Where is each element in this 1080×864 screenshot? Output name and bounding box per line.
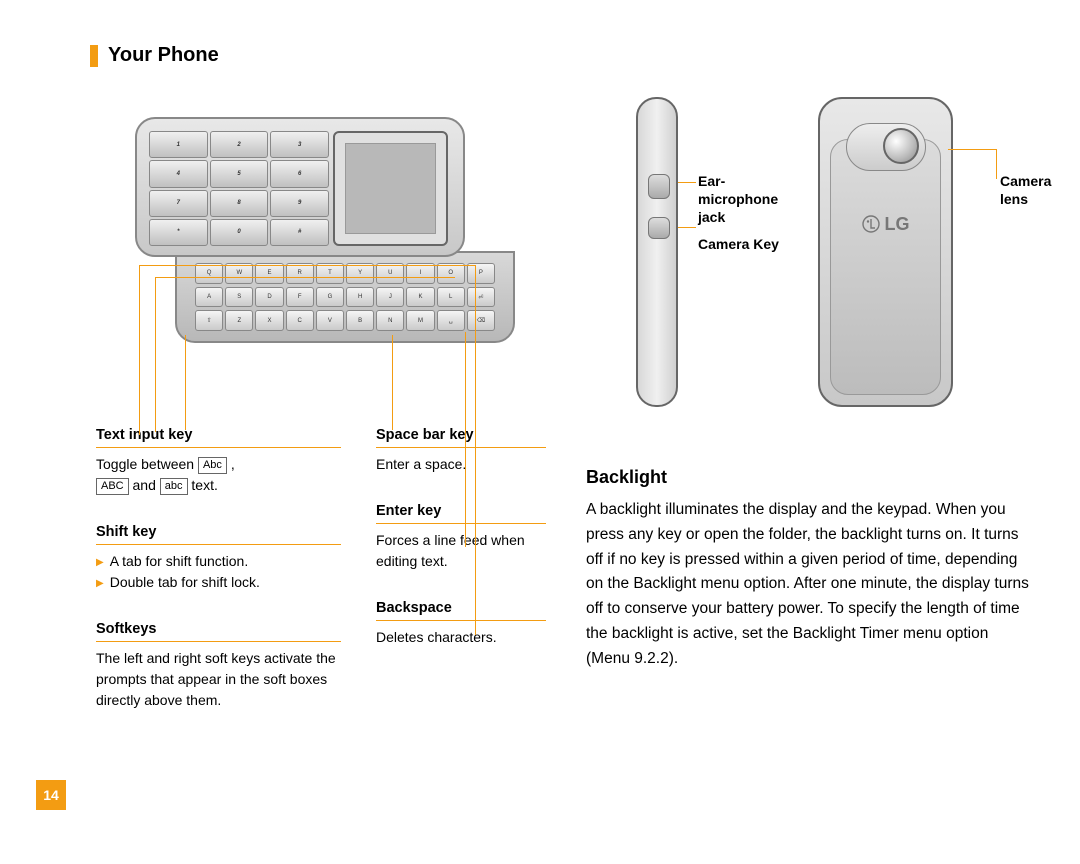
desc-body: The left and right soft keys activate th… bbox=[96, 648, 341, 711]
qwerty-key: H bbox=[346, 287, 374, 308]
page-title: Your Phone bbox=[108, 44, 219, 67]
qwerty-key: F bbox=[286, 287, 314, 308]
desc-text-input-key: Text input key Toggle between Abc , ABC … bbox=[96, 427, 341, 496]
qwerty-key: S bbox=[225, 287, 253, 308]
qwerty-key: V bbox=[316, 310, 344, 331]
qwerty-key: K bbox=[406, 287, 434, 308]
qwerty-key: U bbox=[376, 263, 404, 284]
desc-enter-key: Enter key Forces a line feed when editin… bbox=[376, 503, 546, 572]
left-column: 123 456 789 *0# QWERTYUIOP ASDFGHJKL⏎ ⇧ZXCVBN… bbox=[90, 97, 546, 711]
header-accent-bar bbox=[90, 45, 98, 67]
callout-line bbox=[185, 335, 186, 430]
label-camera-lens: Camera lens bbox=[1000, 172, 1051, 208]
qwerty-key: C bbox=[286, 310, 314, 331]
desc-backspace-key: Backspace Deletes characters. bbox=[376, 600, 546, 648]
callout-line bbox=[475, 265, 476, 635]
phone-front-illustration: 123456789*0# QWERTYUIOPASDFGHJKL⏎⇧ZXCVBN… bbox=[135, 117, 475, 357]
phone-back-view: LG bbox=[818, 97, 953, 407]
callout-line bbox=[465, 332, 466, 547]
backlight-body: A backlight illuminates the display and … bbox=[586, 498, 1030, 672]
desc-softkeys: Softkeys The left and right soft keys ac… bbox=[96, 621, 341, 711]
qwerty-key: ⇧ bbox=[195, 310, 223, 331]
qwerty-key: J bbox=[376, 287, 404, 308]
phone-screen bbox=[333, 131, 448, 246]
qwerty-key: O bbox=[437, 263, 465, 284]
desc-title: Enter key bbox=[376, 503, 546, 524]
desc-shift-key: Shift key A tab for shift function. Doub… bbox=[96, 524, 341, 593]
desc-title: Softkeys bbox=[96, 621, 341, 642]
qwerty-key: D bbox=[255, 287, 283, 308]
qwerty-key: G bbox=[316, 287, 344, 308]
qwerty-key: X bbox=[255, 310, 283, 331]
qwerty-key: T bbox=[316, 263, 344, 284]
callout-line bbox=[139, 265, 475, 266]
qwerty-key: A bbox=[195, 287, 223, 308]
numeric-key: 1 bbox=[149, 131, 208, 158]
label-ear-mic-jack: Ear- microphone jack bbox=[698, 172, 783, 227]
qwerty-key: N bbox=[376, 310, 404, 331]
numeric-key: 3 bbox=[270, 131, 329, 158]
qwerty-key: ⌫ bbox=[467, 310, 495, 331]
phone-side-view bbox=[636, 97, 678, 407]
camera-lens-icon bbox=[883, 128, 919, 164]
callout-line bbox=[996, 149, 997, 179]
numeric-keypad: 123 456 789 *0# bbox=[149, 131, 329, 246]
qwerty-key: I bbox=[406, 263, 434, 284]
callout-line bbox=[678, 182, 696, 183]
callout-line bbox=[155, 277, 156, 432]
desc-body: Forces a line feed when editing text. bbox=[376, 530, 546, 572]
desc-bullet: A tab for shift function. bbox=[96, 551, 341, 572]
callout-line bbox=[678, 227, 696, 228]
desc-body: Deletes characters. bbox=[376, 627, 546, 648]
desc-bullet: Double tab for shift lock. bbox=[96, 572, 341, 593]
key-descriptions: Text input key Toggle between Abc , ABC … bbox=[90, 427, 546, 711]
qwerty-key: ␣ bbox=[437, 310, 465, 331]
desc-spacebar-key: Space bar key Enter a space. bbox=[376, 427, 546, 475]
label-camera-key: Camera Key bbox=[698, 235, 779, 253]
lg-logo-icon: LG bbox=[820, 214, 951, 235]
callout-line bbox=[139, 265, 140, 435]
qwerty-key: Z bbox=[225, 310, 253, 331]
back-plate bbox=[830, 139, 941, 395]
qwerty-key: Y bbox=[346, 263, 374, 284]
desc-title: Text input key bbox=[96, 427, 341, 448]
qwerty-key: L bbox=[437, 287, 465, 308]
qwerty-key: Q bbox=[195, 263, 223, 284]
numeric-key: * bbox=[149, 219, 208, 246]
backlight-heading: Backlight bbox=[586, 467, 1030, 488]
right-column: Ear- microphone jack Camera Key LG Camer… bbox=[586, 97, 1030, 711]
qwerty-key: R bbox=[286, 263, 314, 284]
desc-body: Toggle between Abc , ABC and abc text. bbox=[96, 454, 341, 496]
desc-title: Space bar key bbox=[376, 427, 546, 448]
numeric-key: # bbox=[270, 219, 329, 246]
page-header: Your Phone bbox=[90, 44, 1030, 67]
qwerty-key: P bbox=[467, 263, 495, 284]
desc-title: Shift key bbox=[96, 524, 341, 545]
camera-housing bbox=[846, 123, 926, 171]
numeric-key: 2 bbox=[210, 131, 269, 158]
numeric-key: 5 bbox=[210, 160, 269, 187]
callout-line bbox=[155, 277, 455, 278]
camera-key-icon bbox=[648, 217, 670, 239]
desc-title: Backspace bbox=[376, 600, 546, 621]
ear-mic-jack-icon bbox=[648, 174, 670, 199]
qwerty-key: B bbox=[346, 310, 374, 331]
callout-line bbox=[948, 149, 996, 150]
phone-body: 123 456 789 *0# bbox=[135, 117, 465, 257]
qwerty-key: W bbox=[225, 263, 253, 284]
numeric-key: 4 bbox=[149, 160, 208, 187]
numeric-key: 0 bbox=[210, 219, 269, 246]
callout-line bbox=[392, 335, 393, 430]
numeric-key: 7 bbox=[149, 190, 208, 217]
backlight-section: Backlight A backlight illuminates the di… bbox=[586, 467, 1030, 672]
qwerty-key: ⏎ bbox=[467, 287, 495, 308]
numeric-key: 9 bbox=[270, 190, 329, 217]
numeric-key: 8 bbox=[210, 190, 269, 217]
page-number: 14 bbox=[36, 780, 66, 810]
numeric-key: 6 bbox=[270, 160, 329, 187]
qwerty-key: M bbox=[406, 310, 434, 331]
desc-body: Enter a space. bbox=[376, 454, 546, 475]
qwerty-key: E bbox=[255, 263, 283, 284]
phone-side-back-illustration: Ear- microphone jack Camera Key LG Camer… bbox=[586, 97, 1030, 437]
